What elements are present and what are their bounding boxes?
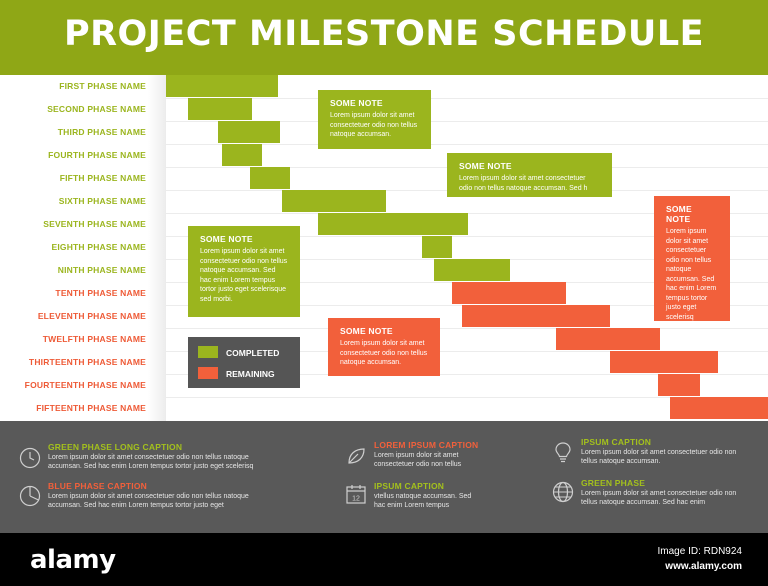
phase-bar-11 (462, 305, 610, 327)
phase-bar-14 (658, 374, 700, 396)
phase-bar-8 (422, 236, 452, 258)
label-panel-shadow (148, 75, 166, 421)
note-text: Lorem ipsum dolor sit amet consectetuer … (340, 340, 428, 366)
note-box-5: SOME NOTE Lorem ipsum dolor sit amet con… (328, 318, 440, 376)
phase-label-4: FOURTH PHASE NAME (48, 150, 146, 160)
globe-icon (552, 481, 574, 503)
note-text: Lorem ipsum dolor sit amet consectetuer … (459, 175, 588, 192)
phase-bar-1 (166, 75, 278, 97)
row-divider (166, 144, 768, 145)
note-title: SOME NOTE (340, 326, 393, 336)
note-text: Lorem ipsum dolor sit amet consectetuer … (330, 112, 418, 138)
row-divider (166, 351, 768, 352)
note-box-2: SOME NOTE Lorem ipsum dolor sit amet con… (447, 153, 612, 197)
phase-label-13: THIRTEENTH PHASE NAME (28, 357, 146, 367)
legend-label-completed: COMPLETED (226, 348, 280, 358)
caption-text-2: Lorem ipsum dolor sit amet consectetuer … (374, 452, 462, 468)
phase-label-9: NINTH PHASE NAME (57, 265, 146, 275)
row-divider (166, 121, 768, 122)
pie-chart-icon (19, 485, 41, 507)
phase-label-10: TENTH PHASE NAME (55, 288, 146, 298)
title-bar: PROJECT MILESTONE SCHEDULE (0, 0, 768, 75)
phase-label-panel: FIRST PHASE NAME SECOND PHASE NAME THIRD… (0, 75, 166, 421)
note-title: SOME NOTE (330, 98, 383, 108)
caption-text-4: Lorem ipsum dolor sit amet consectetuer … (48, 493, 249, 509)
phase-bar-3 (218, 121, 280, 143)
phase-bar-13 (610, 351, 718, 373)
phase-label-3: THIRD PHASE NAME (57, 127, 146, 137)
caption-text-1: Lorem ipsum dolor sit amet consectetuer … (48, 454, 254, 470)
phase-label-8: EIGHTH PHASE NAME (51, 242, 146, 252)
page-title: PROJECT MILESTONE SCHEDULE (63, 14, 705, 54)
caption-title-1: GREEN PHASE LONG CAPTION (48, 442, 183, 452)
row-divider (166, 374, 768, 375)
stock-image-id: Image ID: RDN924 (657, 546, 742, 557)
phase-bar-7 (318, 213, 468, 235)
phase-label-12: TWELFTH PHASE NAME (42, 334, 146, 344)
calendar-icon: 12 (346, 485, 366, 504)
caption-title-5: IPSUM CAPTION (374, 481, 445, 491)
phase-bar-15 (670, 397, 768, 419)
note-title: SOME NOTE (459, 161, 512, 171)
row-divider (166, 236, 768, 237)
leaf-icon (348, 448, 365, 464)
phase-label-11: ELEVENTH PHASE NAME (37, 311, 146, 321)
caption-title-6: GREEN PHASE (581, 478, 646, 488)
note-title: SOME NOTE (200, 234, 253, 244)
caption-text-3: Lorem ipsum dolor sit amet consectetuer … (581, 449, 737, 465)
phase-bar-6 (282, 190, 386, 212)
note-text: Lorem ipsum dolor sit amet consectetuer … (666, 228, 717, 321)
phase-bar-12 (556, 328, 660, 350)
phase-bar-4 (222, 144, 262, 166)
phase-label-5: FIFTH PHASE NAME (59, 173, 146, 183)
note-text: Lorem ipsum dolor sit amet consectetuer … (200, 248, 288, 303)
stock-logo: alamy (30, 545, 116, 575)
row-divider (166, 328, 768, 329)
phase-label-15: FIFTEENTH PHASE NAME (36, 403, 146, 413)
phase-label-1: FIRST PHASE NAME (59, 81, 146, 91)
lightbulb-icon (555, 442, 571, 463)
phase-label-2: SECOND PHASE NAME (47, 104, 146, 114)
caption-text-6: Lorem ipsum dolor sit amet consectetuer … (581, 490, 737, 506)
phase-label-7: SEVENTH PHASE NAME (43, 219, 146, 229)
caption-title-2: LOREM IPSUM CAPTION (374, 440, 479, 450)
row-divider (166, 397, 768, 398)
note-box-3: SOME NOTE Lorem ipsum dolor sit amet con… (654, 196, 730, 321)
caption-text-5: vtellus natoque accumsan. Sed hac enim L… (374, 493, 472, 509)
phase-bar-9 (434, 259, 510, 281)
legend: COMPLETED REMAINING (188, 337, 300, 388)
stock-url: www.alamy.com (665, 561, 742, 572)
note-box-4: SOME NOTE Lorem ipsum dolor sit amet con… (188, 226, 300, 317)
note-box-1: SOME NOTE Lorem ipsum dolor sit amet con… (318, 90, 431, 149)
legend-swatch-remaining (198, 367, 218, 379)
phase-label-6: SIXTH PHASE NAME (58, 196, 146, 206)
phase-bar-10 (452, 282, 566, 304)
phase-bar-2 (188, 98, 252, 120)
stock-watermark-bar: alamy Image ID: RDN924 www.alamy.com (0, 533, 768, 586)
legend-label-remaining: REMAINING (226, 369, 275, 379)
footer-captions: GREEN PHASE LONG CAPTION Lorem ipsum dol… (0, 421, 768, 533)
legend-swatch-completed (198, 346, 218, 358)
caption-title-4: BLUE PHASE CAPTION (48, 481, 147, 491)
note-title: SOME NOTE (666, 204, 692, 224)
phase-bar-5 (250, 167, 290, 189)
clock-icon (19, 447, 41, 469)
caption-title-3: IPSUM CAPTION (581, 437, 652, 447)
phase-label-14: FOURTEENTH PHASE NAME (24, 380, 146, 390)
row-divider (166, 98, 768, 99)
calendar-day: 12 (352, 496, 360, 503)
